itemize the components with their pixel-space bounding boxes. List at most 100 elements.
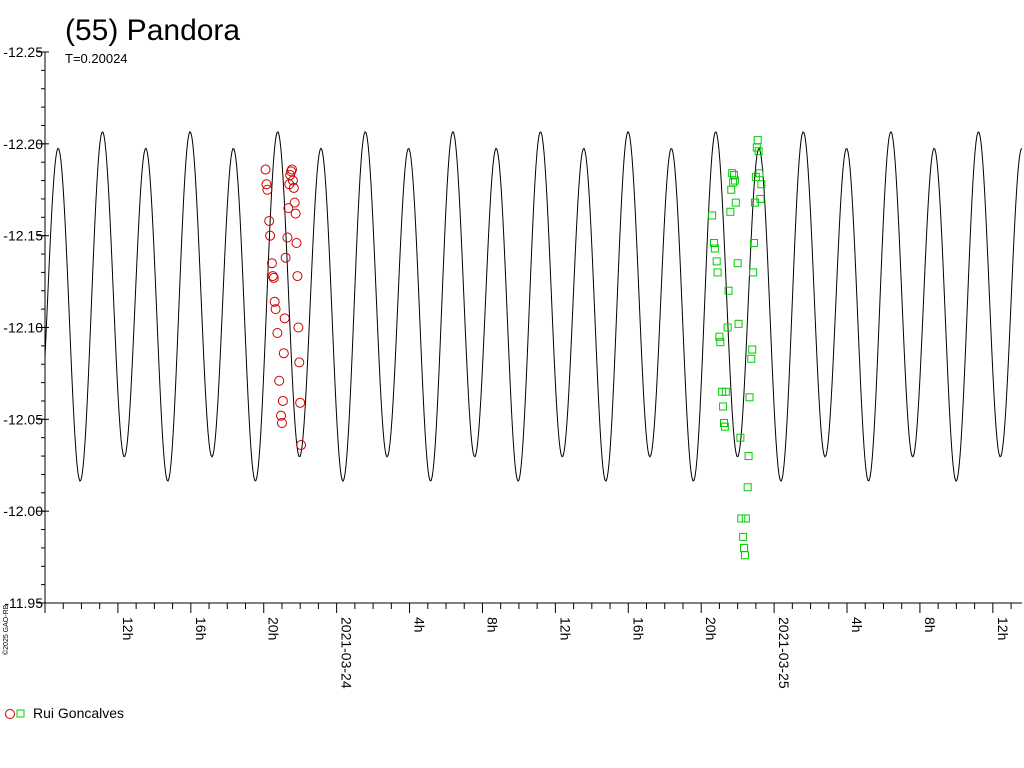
observation-circle xyxy=(293,322,304,333)
observation-circle xyxy=(276,410,287,421)
y-tick-label: -12.05 xyxy=(3,411,43,427)
observation-circle xyxy=(269,296,280,307)
observation-circle xyxy=(276,418,287,429)
observation-square xyxy=(731,198,740,207)
observation-square xyxy=(740,543,749,552)
observation-circle xyxy=(295,397,306,408)
observation-circle xyxy=(270,304,281,315)
observation-circle xyxy=(261,179,272,190)
observation-circle xyxy=(280,252,291,263)
y-tick-label: -12.10 xyxy=(3,320,43,336)
x-tick-label: 20h xyxy=(703,617,719,640)
model-lightcurve xyxy=(44,130,1023,483)
observation-circle xyxy=(262,184,273,195)
observation-square xyxy=(744,452,753,461)
x-tick-label: 16h xyxy=(630,617,646,640)
observation-square xyxy=(747,354,756,363)
x-tick-label: 12h xyxy=(995,617,1011,640)
observation-circle xyxy=(286,166,297,177)
x-tick-label: 4h xyxy=(849,617,865,633)
x-tick-label: 12h xyxy=(120,617,136,640)
y-tick-label: -11.95 xyxy=(4,595,43,611)
observation-circle xyxy=(260,164,271,175)
observation-circle xyxy=(265,230,276,241)
y-tick-label: -12.15 xyxy=(3,228,43,244)
observation-square xyxy=(727,185,736,194)
observation-square xyxy=(724,286,733,295)
observation-square xyxy=(739,532,748,541)
legend-circle-icon xyxy=(5,709,15,719)
legend-square-icon xyxy=(16,709,25,718)
observation-square xyxy=(734,319,743,328)
observation-square xyxy=(716,338,725,347)
observation-square xyxy=(708,211,717,220)
observation-square xyxy=(740,551,749,560)
observation-square xyxy=(715,332,724,341)
observation-circle xyxy=(283,203,294,214)
chart-subtitle: T=0.20024 xyxy=(65,51,128,66)
observation-points xyxy=(260,136,766,560)
observation-circle xyxy=(288,182,299,193)
observation-circle xyxy=(277,395,288,406)
y-tick-label: -12.25 xyxy=(3,44,43,60)
observation-circle xyxy=(279,313,290,324)
observation-square xyxy=(723,323,732,332)
x-tick-label: 2021-03-24 xyxy=(339,617,355,689)
observation-circle xyxy=(290,208,301,219)
observation-square xyxy=(745,393,754,402)
observation-square xyxy=(748,345,757,354)
observation-square xyxy=(710,244,719,253)
observation-square xyxy=(756,194,765,203)
observation-circle xyxy=(274,375,285,386)
observation-square xyxy=(726,207,735,216)
observation-circle xyxy=(282,232,293,243)
x-tick-label: 16h xyxy=(193,617,209,640)
x-tick-label: 8h xyxy=(484,617,500,633)
x-tick-label: 20h xyxy=(266,617,282,640)
observation-square xyxy=(720,422,729,431)
observation-square xyxy=(755,169,764,178)
observation-circle xyxy=(268,272,279,283)
observation-square xyxy=(749,268,758,277)
y-tick-label: -12.00 xyxy=(3,503,43,519)
observation-circle xyxy=(278,348,289,359)
observation-circle xyxy=(267,271,278,282)
chart-title: (55) Pandora xyxy=(65,14,240,47)
observation-square xyxy=(712,257,721,266)
observation-square xyxy=(729,178,738,187)
observation-square xyxy=(733,259,742,268)
observation-square xyxy=(753,136,762,145)
observation-square xyxy=(741,514,750,523)
observation-square xyxy=(730,171,739,180)
observation-circle xyxy=(266,258,277,269)
x-tick-label: 12h xyxy=(557,617,573,640)
observation-square xyxy=(719,402,728,411)
observation-square xyxy=(721,387,730,396)
observation-circle xyxy=(287,175,298,186)
legend-label: Rui Goncalves xyxy=(33,705,124,721)
observation-square xyxy=(750,239,759,248)
observation-circle xyxy=(291,238,302,249)
observation-square xyxy=(754,147,763,156)
observation-circle xyxy=(296,440,307,451)
y-tick-label: -12.20 xyxy=(3,136,43,152)
observation-square xyxy=(736,433,745,442)
observation-square xyxy=(709,239,718,248)
observation-circle xyxy=(264,215,275,226)
observation-circle xyxy=(294,357,305,368)
observation-square xyxy=(728,169,737,178)
observation-circle xyxy=(292,271,303,282)
x-tick-label: 4h xyxy=(412,617,428,633)
x-axis: 12h 16h 20h 2021-03-24 4h 8h 12h 16h 20h 2021-03-… xyxy=(44,602,1022,689)
observation-square xyxy=(743,483,752,492)
observation-circle xyxy=(286,164,297,175)
copyright-note: ©2025 GAO-RB xyxy=(2,604,10,655)
observation-circle xyxy=(289,197,300,208)
x-tick-label: 8h xyxy=(922,617,938,633)
observation-square xyxy=(730,176,739,185)
observation-circle xyxy=(285,170,296,181)
observation-square xyxy=(757,180,766,189)
legend: Rui Goncalves xyxy=(5,705,124,721)
x-tick-label: 2021-03-25 xyxy=(776,617,792,689)
